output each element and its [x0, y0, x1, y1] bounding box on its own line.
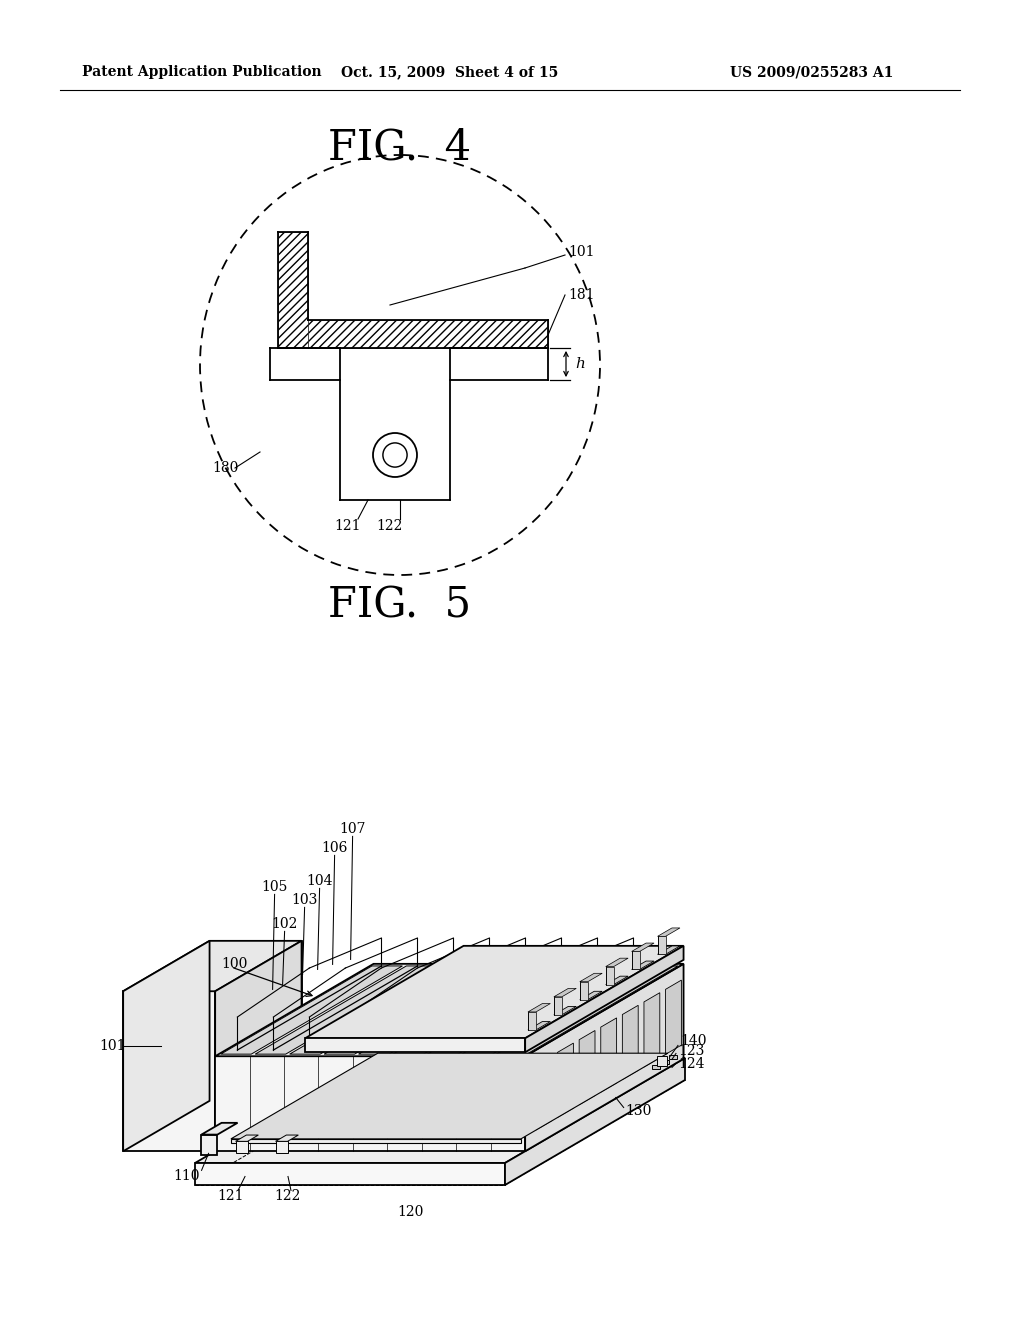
- Polygon shape: [358, 966, 541, 1055]
- Polygon shape: [657, 1056, 667, 1067]
- Text: Patent Application Publication: Patent Application Publication: [82, 65, 322, 79]
- Text: Oct. 15, 2009  Sheet 4 of 15: Oct. 15, 2009 Sheet 4 of 15: [341, 65, 559, 79]
- Polygon shape: [290, 966, 471, 1055]
- Polygon shape: [195, 1059, 685, 1163]
- Polygon shape: [305, 1039, 525, 1052]
- Polygon shape: [557, 1043, 573, 1117]
- Polygon shape: [231, 1139, 521, 1143]
- Polygon shape: [393, 966, 574, 1055]
- Polygon shape: [462, 966, 643, 1055]
- Bar: [308, 319, 548, 348]
- Polygon shape: [580, 1031, 595, 1105]
- Polygon shape: [606, 958, 628, 966]
- Polygon shape: [660, 1060, 669, 1064]
- Polygon shape: [210, 941, 301, 1101]
- Text: 100: 100: [221, 957, 248, 972]
- Polygon shape: [632, 942, 654, 952]
- Polygon shape: [427, 966, 609, 1055]
- Polygon shape: [275, 1142, 288, 1154]
- Polygon shape: [580, 973, 602, 982]
- Text: 104: 104: [306, 874, 333, 888]
- Text: 122: 122: [377, 519, 403, 533]
- Polygon shape: [215, 941, 301, 1151]
- Polygon shape: [632, 961, 654, 969]
- Polygon shape: [528, 1003, 550, 1012]
- Polygon shape: [275, 1135, 298, 1142]
- Polygon shape: [231, 1053, 668, 1139]
- Polygon shape: [528, 1022, 550, 1030]
- Polygon shape: [657, 936, 666, 954]
- Polygon shape: [606, 966, 613, 985]
- Text: 122: 122: [274, 1189, 301, 1204]
- Polygon shape: [123, 941, 301, 991]
- Polygon shape: [580, 991, 602, 999]
- Polygon shape: [215, 1056, 525, 1151]
- Polygon shape: [644, 993, 659, 1067]
- Text: FIG.  4: FIG. 4: [329, 127, 472, 169]
- Polygon shape: [255, 966, 437, 1055]
- Polygon shape: [554, 1006, 577, 1015]
- Polygon shape: [236, 1142, 248, 1154]
- Polygon shape: [580, 982, 588, 999]
- Polygon shape: [554, 989, 577, 997]
- Text: 140: 140: [680, 1035, 707, 1048]
- Text: 110: 110: [173, 1170, 200, 1183]
- Polygon shape: [525, 946, 684, 1052]
- Polygon shape: [666, 979, 681, 1055]
- Text: 107: 107: [339, 822, 366, 837]
- Text: h: h: [575, 356, 585, 371]
- Text: US 2009/0255283 A1: US 2009/0255283 A1: [730, 65, 893, 79]
- Polygon shape: [305, 946, 684, 1039]
- Polygon shape: [670, 1055, 677, 1059]
- Polygon shape: [195, 1163, 505, 1185]
- Polygon shape: [657, 946, 680, 954]
- Polygon shape: [528, 1012, 536, 1030]
- Text: 180: 180: [212, 461, 239, 475]
- Polygon shape: [632, 952, 640, 969]
- Text: 123: 123: [678, 1044, 705, 1059]
- Polygon shape: [202, 1123, 238, 1135]
- Polygon shape: [215, 964, 684, 1056]
- Text: 101: 101: [99, 1039, 126, 1053]
- Text: 102: 102: [271, 917, 298, 932]
- Polygon shape: [505, 1059, 685, 1185]
- Text: 103: 103: [292, 894, 317, 907]
- Polygon shape: [601, 1018, 616, 1092]
- Polygon shape: [221, 966, 402, 1055]
- Polygon shape: [623, 1006, 638, 1080]
- Text: 121: 121: [218, 1189, 245, 1204]
- Polygon shape: [554, 997, 562, 1015]
- Text: 101: 101: [568, 246, 595, 259]
- Polygon shape: [236, 1135, 258, 1142]
- Polygon shape: [497, 966, 678, 1055]
- Polygon shape: [123, 941, 210, 1151]
- Polygon shape: [525, 964, 684, 1151]
- Polygon shape: [202, 1135, 217, 1155]
- Text: 124: 124: [678, 1057, 705, 1072]
- Polygon shape: [606, 977, 628, 985]
- Text: FIG.  5: FIG. 5: [329, 583, 472, 626]
- Text: 181: 181: [568, 288, 595, 302]
- Text: 120: 120: [397, 1205, 424, 1218]
- Text: 130: 130: [626, 1104, 652, 1118]
- Polygon shape: [123, 991, 215, 1151]
- Text: 106: 106: [322, 841, 348, 855]
- Polygon shape: [536, 1056, 552, 1130]
- Text: 121: 121: [335, 519, 361, 533]
- Polygon shape: [657, 928, 680, 936]
- Text: 105: 105: [261, 880, 288, 895]
- Polygon shape: [324, 966, 506, 1055]
- Bar: [278, 232, 308, 348]
- Polygon shape: [652, 1065, 659, 1069]
